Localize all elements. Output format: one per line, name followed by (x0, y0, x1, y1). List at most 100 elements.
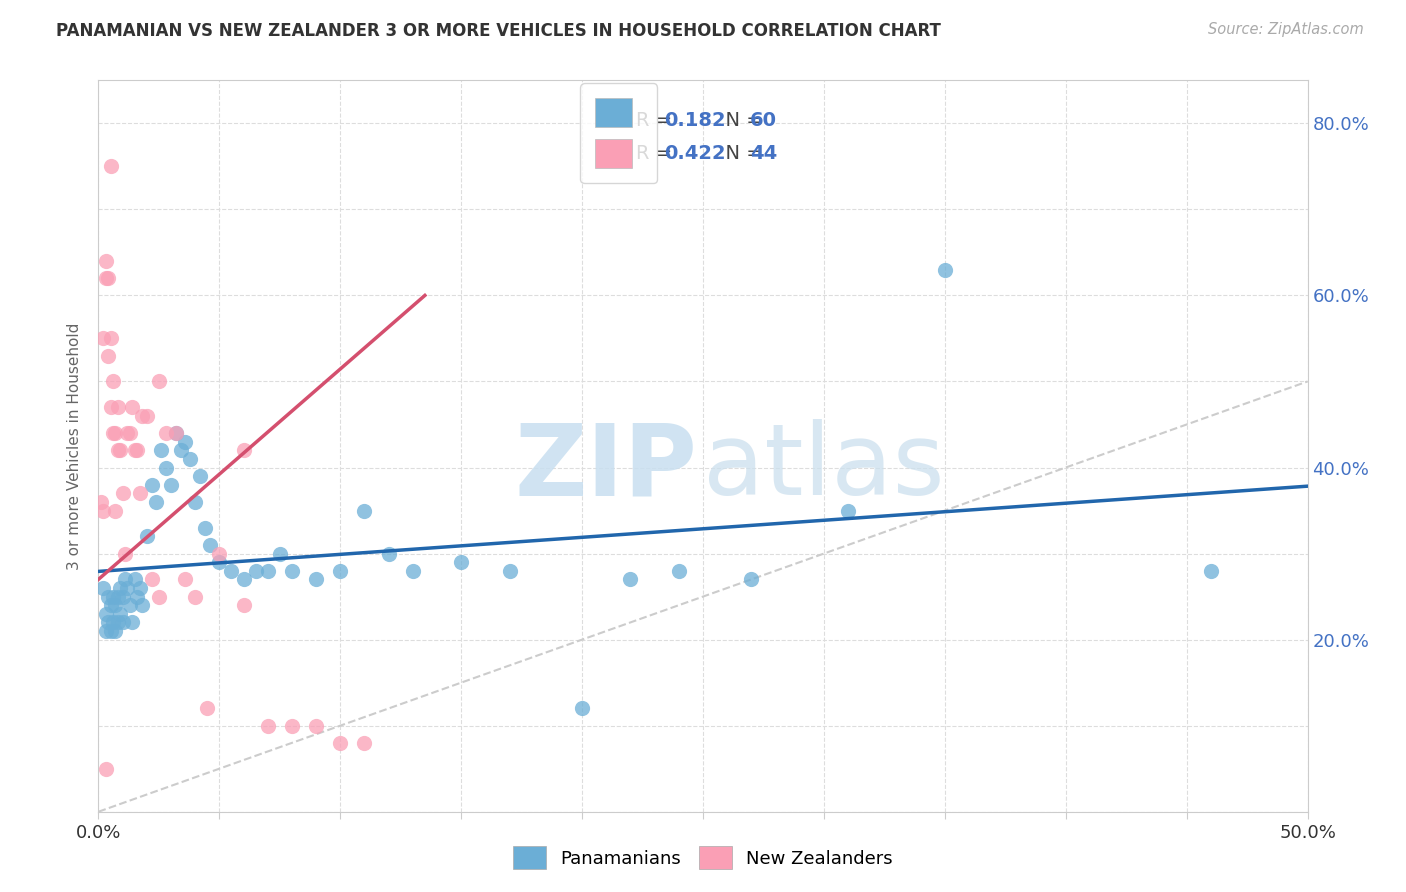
Text: N =: N = (713, 144, 769, 163)
Point (450, 555, 472, 569)
Point (104, 598, 127, 612)
Point (108, 581, 131, 595)
Point (141, 477, 163, 491)
Point (111, 590, 134, 604)
Point (101, 590, 124, 604)
Point (135, 529, 157, 543)
Point (184, 495, 207, 509)
Point (128, 486, 150, 500)
Point (155, 426, 177, 441)
Legend: Panamanians, New Zealanders: Panamanians, New Zealanders (505, 838, 901, 879)
Point (169, 443, 191, 458)
Point (121, 401, 143, 415)
Point (208, 555, 231, 569)
Text: R =: R = (637, 144, 679, 163)
Point (1199, 564, 1222, 578)
Point (329, 564, 352, 578)
Text: N =: N = (713, 111, 769, 130)
Point (353, 736, 375, 750)
Point (100, 598, 122, 612)
Point (256, 564, 278, 578)
Point (127, 590, 149, 604)
Point (114, 547, 136, 561)
Point (101, 615, 124, 630)
Point (100, 331, 122, 345)
Point (104, 426, 127, 441)
Point (124, 443, 146, 458)
Point (837, 503, 859, 517)
Point (121, 615, 143, 630)
Point (571, 701, 593, 715)
Point (160, 477, 183, 491)
Point (305, 719, 328, 733)
Point (174, 434, 197, 449)
Text: Source: ZipAtlas.com: Source: ZipAtlas.com (1208, 22, 1364, 37)
Point (124, 573, 146, 587)
Point (135, 409, 157, 423)
Point (353, 503, 375, 517)
Point (150, 443, 173, 458)
Point (107, 590, 129, 604)
Point (256, 719, 278, 733)
Point (141, 573, 163, 587)
Point (174, 573, 197, 587)
Point (148, 375, 170, 389)
Text: 0.422: 0.422 (664, 144, 725, 163)
Point (131, 598, 153, 612)
Point (97, 271, 120, 285)
Point (740, 573, 762, 587)
Point (269, 547, 291, 561)
Point (232, 573, 254, 587)
Text: R =: R = (637, 111, 679, 130)
Point (245, 564, 267, 578)
Point (100, 159, 122, 173)
Point (107, 615, 129, 630)
Point (184, 590, 207, 604)
Point (145, 495, 167, 509)
Point (108, 607, 131, 621)
Text: PANAMANIAN VS NEW ZEALANDER 3 OR MORE VEHICLES IN HOUSEHOLD CORRELATION CHART: PANAMANIAN VS NEW ZEALANDER 3 OR MORE VE… (56, 22, 941, 40)
Point (90, 495, 112, 509)
Point (281, 719, 304, 733)
Point (402, 564, 425, 578)
Text: 44: 44 (751, 144, 778, 163)
Point (232, 443, 254, 458)
Point (117, 426, 139, 441)
Point (107, 401, 129, 415)
Point (94, 624, 117, 638)
Point (934, 262, 956, 277)
Point (131, 409, 153, 423)
Point (208, 547, 231, 561)
Point (94, 607, 117, 621)
Point (195, 701, 218, 715)
Point (305, 573, 328, 587)
Point (165, 426, 187, 441)
Point (108, 443, 131, 458)
Point (179, 451, 201, 466)
Text: ZIP: ZIP (515, 419, 697, 516)
Text: atlas: atlas (703, 419, 945, 516)
Point (128, 581, 150, 595)
Point (101, 426, 124, 441)
Point (114, 573, 136, 587)
Point (97, 590, 120, 604)
Point (117, 581, 139, 595)
Point (100, 401, 122, 415)
Point (232, 598, 254, 612)
Point (91, 331, 114, 345)
Point (91, 581, 114, 595)
Point (94, 271, 117, 285)
Text: 60: 60 (751, 111, 778, 130)
Point (104, 624, 127, 638)
Point (111, 486, 134, 500)
Text: 0.182: 0.182 (664, 111, 725, 130)
Legend: , : , (581, 83, 658, 183)
Point (118, 598, 141, 612)
Point (97, 615, 120, 630)
Point (198, 538, 221, 552)
Point (97, 349, 120, 363)
Point (91, 503, 114, 517)
Point (281, 564, 304, 578)
Point (194, 521, 217, 535)
Point (100, 624, 122, 638)
